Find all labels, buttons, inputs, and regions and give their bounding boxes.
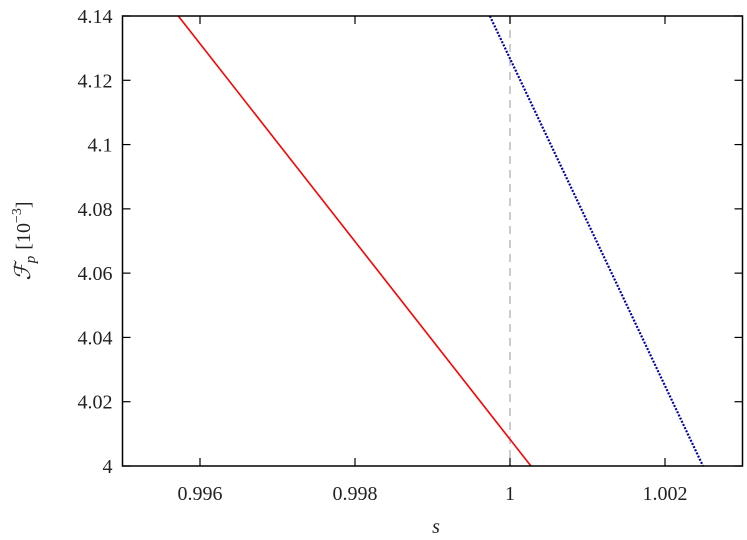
y-tick-label: 4.12: [78, 70, 113, 92]
y-label-close: ]: [13, 201, 35, 208]
x-tick-label: 1.002: [643, 483, 688, 505]
plot-frame: [121, 15, 744, 467]
y-tick-label: 4.1: [88, 135, 113, 157]
line-series: [488, 15, 704, 467]
y-tick-label: 4.06: [78, 263, 113, 285]
x-tick-label: 1: [505, 483, 515, 505]
y-tick-label: 4.08: [78, 199, 113, 221]
y-tick-label: 4.02: [78, 392, 113, 414]
y-tick-label: 4: [103, 456, 113, 478]
x-axis-label: s: [432, 516, 440, 538]
y-label-exponent: −3: [10, 208, 25, 223]
x-tick-label: 0.996: [178, 483, 223, 505]
y-tick-label: 4.04: [78, 327, 113, 349]
y-label-subscript: p: [23, 255, 39, 264]
y-label-symbol: ℱ: [10, 260, 35, 281]
y-label-unit: [10: [13, 223, 35, 250]
y-axis-label: ℱp [10−3]: [10, 201, 39, 280]
line-series: [177, 15, 532, 467]
x-tick-label: 0.998: [333, 483, 378, 505]
y-tick-label: 4.14: [78, 6, 113, 28]
